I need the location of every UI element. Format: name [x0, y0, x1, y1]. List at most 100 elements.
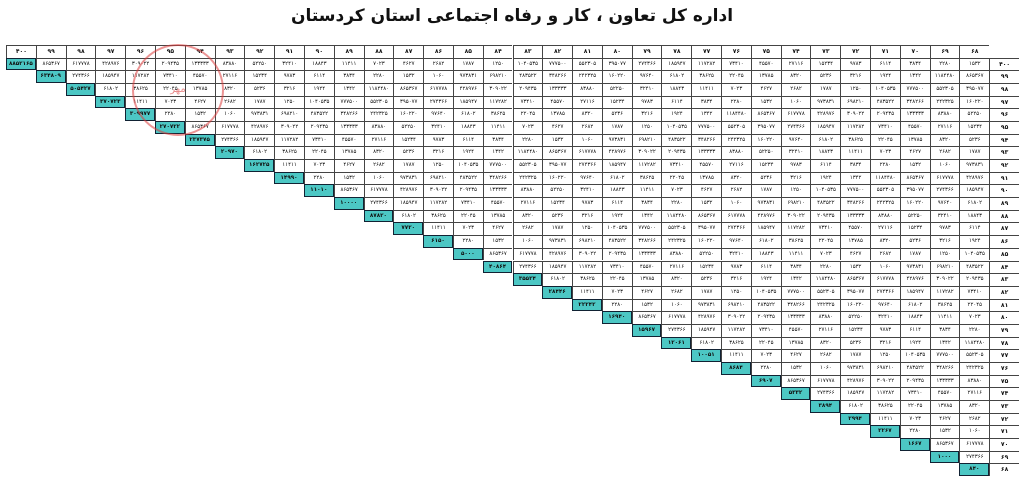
table-cell: ۶۱۷۷۷۸ — [959, 437, 990, 451]
table-cell: ۸۳۲۰ — [780, 70, 811, 84]
table-cell: ۱۳۴۲ — [631, 209, 662, 223]
table-cell: ۴۲۸۹۷۶ — [542, 247, 573, 261]
table-cell: ۱۲۵۰ — [572, 222, 602, 236]
table-cell: ۶۱۸۰۲ — [661, 70, 692, 84]
table-cell: ۱۰۶۰ — [810, 361, 841, 375]
table-cell: ۳۲۴۱۰ — [572, 184, 602, 198]
table-cell: ۸۶۵۳۶۷ — [780, 374, 811, 388]
table-cell: ۱۷۸۷ — [959, 146, 990, 160]
table-cell: ۲۲۸۰ — [303, 171, 334, 185]
table-cell: ۴۶۲۷ — [393, 57, 424, 71]
table-cell: ۲۷۴۳۶۶ — [721, 222, 751, 236]
table-cell: ۱۸۸۴۳ — [899, 311, 930, 324]
table-cell: ۷۳۴۱۰ — [959, 285, 990, 299]
table-cell: ۳۲۱۶ — [721, 273, 751, 286]
table-cell: ۵۲۲۵۰ — [899, 209, 930, 223]
table-cell: ۴۶۲۷ — [333, 159, 364, 172]
table-cell: ۲۲۸۰ — [661, 197, 692, 210]
row-label: ۹۱ — [989, 171, 1019, 185]
row-label: ۸۰ — [989, 311, 1019, 324]
table-cell: ۱۳۷۸۵ — [333, 146, 364, 160]
table-cell: ۲۲۸۰ — [452, 235, 483, 248]
table-cell: ۱۲۵۰ — [929, 247, 960, 261]
table-cell: ۲۴۲۳۲۵ — [870, 197, 900, 210]
column-header: ۹۹ — [35, 45, 66, 58]
row-label: ۸۵ — [989, 247, 1019, 261]
table-cell: ۲۶۸۲ — [721, 184, 751, 198]
table-cell: ۵۲۲۵۰ — [601, 83, 632, 96]
table-cell: ۱۱۸۴۴۸۰ — [721, 108, 751, 122]
table-cell: ۴۸۳۵۲۲ — [899, 361, 930, 375]
table-cell: ۱۱۸۴۴۸۰ — [959, 336, 990, 350]
table-cell: ۲۷۱۱۶ — [721, 159, 751, 172]
table-cell: ۴۲۸۹۷۶ — [393, 184, 424, 198]
table-cell: ۱۸۸۴۳ — [601, 184, 632, 198]
table-cell: ۳۰۹۰۲۲ — [274, 121, 304, 134]
table-cell: ۱۱۴۱۱ — [423, 222, 453, 236]
table-cell: ۹۷۸۳ — [274, 70, 304, 84]
table-cell: ۱۸۵۹۴۷ — [244, 133, 275, 147]
column-header: ۹۶ — [125, 45, 155, 58]
table-cell: ۳۴۸۲۶۶ — [840, 197, 871, 210]
column-header: ۷۴ — [780, 45, 811, 58]
table-cell: ۱۰۴۰۵۳۵ — [452, 159, 483, 172]
table-cell: ۱۵۲۳۴ — [542, 197, 573, 210]
table-cell: ۱۸۵۹۴۷ — [95, 70, 126, 84]
table-cell: ۸۶۵۳۶۷ — [35, 57, 66, 71]
table-cell: ۸۳۲۰ — [959, 399, 990, 413]
table-cell: ۱۱۷۲۸۲ — [274, 133, 304, 147]
diagonal-value: ۱۱۰۱۰ — [303, 184, 334, 198]
table-cell: ۶۱۷۷۷۸ — [214, 121, 245, 134]
diagonal-value: ۱۶۹۴۰ — [601, 311, 632, 324]
table-cell: ۱۱۴۱۱ — [840, 146, 871, 160]
table-cell: ۴۲۸۹۷۶ — [750, 209, 781, 223]
table-cell: ۱۹۲۴ — [661, 108, 692, 122]
table-cell: ۶۱۷۷۷۸ — [572, 146, 602, 160]
table-cell: ۲۲۰۴۵ — [870, 133, 900, 147]
table-cell: ۲۷۴۳۶۶ — [929, 184, 960, 198]
table-cell: ۷۳۴۱۰ — [721, 57, 751, 71]
table-cell: ۴۸۳۵۲۲ — [303, 108, 334, 122]
table-cell: ۱۱۴۱۱ — [870, 412, 900, 426]
table-cell: ۴۶۲۷ — [929, 412, 960, 426]
table-cell: ۱۶۰۲۲۰ — [691, 235, 722, 248]
table-cell: ۱۸۸۴۳ — [661, 83, 692, 96]
row-label: ۹۷ — [989, 95, 1019, 109]
table-cell: ۲۷۴۳۶۶ — [512, 260, 543, 274]
table-cell: ۴۵۵۷۰ — [691, 159, 722, 172]
table-cell: ۳۹۵۰۷۷ — [959, 83, 990, 96]
table-cell: ۵۲۳۶ — [393, 146, 424, 160]
table-cell: ۳۸۳۴ — [929, 323, 960, 337]
table-cell: ۲۶۸۲ — [959, 412, 990, 426]
column-header: ۷۲ — [840, 45, 871, 58]
table-cell: ۱۰۶۰ — [572, 133, 602, 147]
table-cell: ۲۰۹۴۳۵ — [959, 273, 990, 286]
table-cell: ۳۸۶۲۵ — [274, 146, 304, 160]
table-cell: ۷۰۲۳ — [303, 159, 334, 172]
diagonal-value: ۱۵۹۶۷ — [631, 323, 662, 337]
table-cell: ۵۲۲۵۰ — [393, 121, 424, 134]
table-cell: ۴۲۸۹۷۶ — [601, 146, 632, 160]
table-cell: ۲۲۰۴۵ — [512, 108, 543, 122]
table-cell: ۴۲۸۹۷۶ — [959, 171, 990, 185]
table-cell: ۶۹۸۲۱۰ — [572, 235, 602, 248]
table-cell: ۸۶۵۳۶۷ — [393, 83, 424, 96]
diagonal-value: ۶۳۴۸۰۹ — [35, 70, 66, 84]
table-cell: ۴۵۵۷۰ — [482, 197, 513, 210]
table-cell: ۲۷۱۱۶ — [929, 121, 960, 134]
table-cell: ۷۷۷۵۰۰ — [780, 285, 811, 299]
table-cell: ۱۱۴۱۱ — [572, 285, 602, 299]
table-cell: ۲۷۱۱۶ — [870, 222, 900, 236]
table-cell: ۷۰۲۳ — [959, 311, 990, 324]
table-cell: ۸۳۸۸۰ — [661, 247, 692, 261]
table-cell: ۱۱۸۴۴۸۰ — [363, 83, 394, 96]
table-cell: ۳۲۱۶ — [631, 108, 662, 122]
diagonal-value: ۲۲۶۷ — [870, 425, 900, 438]
table-cell: ۳۸۶۲۵ — [572, 273, 602, 286]
table-cell: ۹۷۳۸۳۱ — [750, 197, 781, 210]
table-cell: ۲۷۱۱۶ — [512, 197, 543, 210]
column-header: ۶۸ — [959, 45, 990, 58]
table-cell: ۳۹۵۰۷۷ — [691, 222, 722, 236]
table-cell: ۱۳۴۲ — [780, 273, 811, 286]
table-cell: ۹۷۸۳ — [423, 133, 453, 147]
